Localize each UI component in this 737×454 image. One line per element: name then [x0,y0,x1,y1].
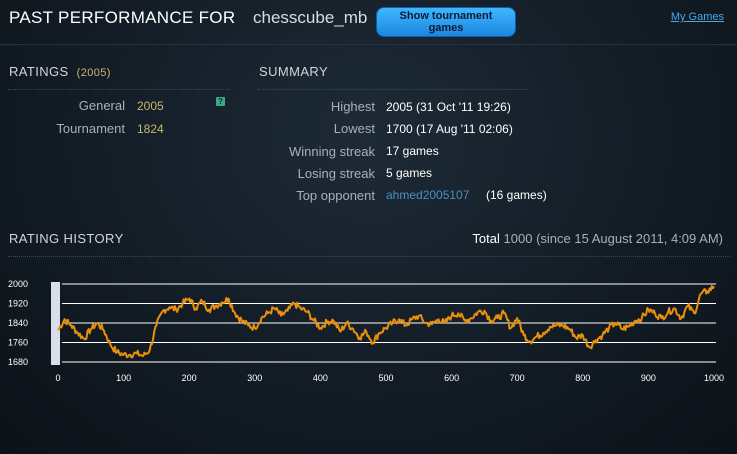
show-tournament-games-button[interactable]: Show tournament games [376,7,516,37]
x-tick-label: 100 [116,373,131,383]
x-tick-label: 300 [247,373,262,383]
total-since: (since 15 August 2011, 4:09 AM) [536,231,723,246]
series-line [57,285,715,359]
total-games: Total 1000 (since 15 August 2011, 4:09 A… [472,231,723,246]
general-value: 2005 [137,99,164,113]
winning-streak-value: 17 games [386,144,439,158]
y-tick-label: 1920 [8,299,28,309]
x-tick-label: 700 [510,373,525,383]
chart-scroll-handle[interactable] [51,282,60,365]
losing-streak-value: 5 games [386,166,433,180]
rating-history-chart: 2000 1920 1840 1760 1680 0 100 200 300 400 500 600… [8,279,724,383]
highest-label: Highest [330,99,375,114]
ratings-divider [8,89,230,90]
general-label: General [78,98,125,113]
y-tick-label: 2000 [8,279,28,289]
lowest-value: 1700 (17 Aug '11 02:06) [386,122,513,136]
x-tick-label: 1000 [704,373,724,383]
ratings-section-title: RATINGS (2005) [9,64,111,79]
help-icon[interactable]: ? [216,97,225,106]
winning-streak-label: Winning streak [289,144,375,159]
ratings-current: (2005) [76,67,111,79]
username: chesscube_mb [253,8,368,27]
y-tick-label: 1680 [8,357,28,367]
top-opponent-link[interactable]: ahmed2005107 [386,188,470,202]
rating-history-title: RATING HISTORY [9,231,124,246]
x-tick-label: 800 [575,373,590,383]
tournament-value: 1824 [137,122,164,136]
y-tick-label: 1840 [8,318,28,328]
history-divider [8,256,730,257]
summary-divider [258,89,528,90]
total-label: Total [472,231,500,246]
x-tick-label: 900 [641,373,656,383]
tournament-label: Tournament [56,121,125,136]
my-games-link[interactable]: My Games [670,11,724,23]
losing-streak-label: Losing streak [297,166,375,181]
page-title: PAST PERFORMANCE FOR [9,8,236,27]
highest-value: 2005 (31 Oct '11 19:26) [386,100,511,114]
summary-section-title: SUMMARY [259,64,329,79]
x-tick-label: 400 [313,373,328,383]
x-tick-label: 0 [55,373,60,383]
lowest-label: Lowest [333,121,375,136]
x-tick-label: 600 [444,373,459,383]
x-tick-label: 500 [378,373,393,383]
total-value: 1000 [503,231,533,246]
top-opponent-label: Top opponent [296,188,375,203]
y-tick-label: 1760 [8,338,28,348]
top-opponent-games: (16 games) [486,188,547,202]
header-divider [0,44,737,45]
ratings-title-text: RATINGS [9,64,69,79]
x-tick-label: 200 [182,373,197,383]
